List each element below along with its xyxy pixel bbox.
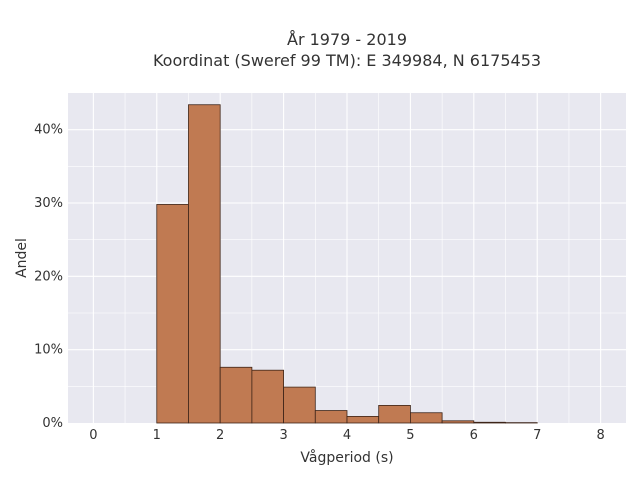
- y-axis-ticks: 0% 10% 20% 30% 40%: [34, 123, 63, 431]
- y-tick-label: 10%: [34, 343, 63, 358]
- x-tick-label: 8: [596, 428, 604, 443]
- grid: [68, 93, 626, 423]
- x-axis-ticks: 0 1 2 3 4 5 6 7 8: [89, 428, 605, 443]
- histogram-bar: [346, 415, 380, 424]
- histogram-bar: [473, 421, 506, 424]
- x-tick-label: 0: [89, 428, 97, 443]
- x-tick-label: 1: [153, 428, 161, 443]
- chart-title-line1: År 1979 - 2019: [287, 30, 407, 49]
- x-axis-label: Vågperiod (s): [300, 449, 393, 466]
- y-tick-label: 0%: [42, 416, 63, 431]
- y-tick-label: 40%: [34, 123, 63, 138]
- histogram-bar: [283, 386, 316, 424]
- x-tick-label: 4: [343, 428, 351, 443]
- y-tick-label: 20%: [34, 269, 63, 284]
- histogram-bar: [251, 369, 284, 424]
- x-tick-label: 5: [406, 428, 414, 443]
- histogram-bar: [410, 412, 443, 424]
- histogram-bar: [314, 410, 348, 424]
- histogram-bar: [156, 204, 189, 424]
- bars: [156, 104, 538, 424]
- histogram-bar: [441, 420, 475, 424]
- x-tick-label: 7: [533, 428, 541, 443]
- y-axis-label: Andel: [14, 238, 30, 278]
- histogram-bar: [188, 104, 221, 424]
- x-tick-label: 2: [216, 428, 224, 443]
- x-tick-label: 3: [279, 428, 287, 443]
- histogram-bar: [378, 404, 411, 424]
- y-tick-label: 30%: [34, 196, 63, 211]
- chart-title-line2: Koordinat (Sweref 99 TM): E 349984, N 61…: [153, 51, 541, 70]
- histogram-bar: [219, 366, 253, 424]
- x-tick-label: 6: [470, 428, 478, 443]
